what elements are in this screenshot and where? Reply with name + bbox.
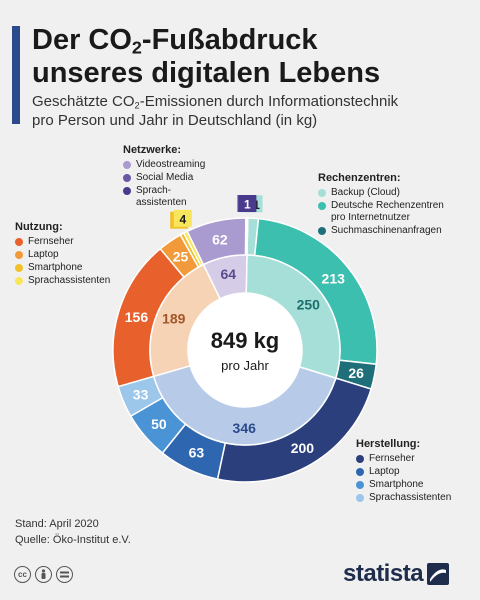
outer-slice-label: 63: [189, 445, 205, 461]
legend-label: Laptop: [369, 466, 400, 477]
inner-slice: [152, 364, 337, 446]
title-accent-bar: [12, 26, 20, 124]
legend-nutzung-title: Nutzung:: [15, 221, 63, 233]
slice-labels: 21326200635033156256211441125034618964: [125, 195, 364, 461]
legend-dot: [15, 264, 23, 272]
legend-item: Videostreaming: [123, 159, 205, 171]
small-slice-callout: [173, 209, 192, 227]
legend-rechenzentren: Rechenzentren: Backup (Cloud) Deutsche R…: [318, 172, 444, 238]
inner-slice-label: 64: [221, 266, 237, 282]
outer-slice-label: 200: [291, 440, 315, 456]
legend-item: Laptop: [15, 249, 110, 261]
footer-stand: Stand: April 2020: [15, 518, 99, 530]
legend-herstellung: Herstellung: Fernseher Laptop Smartphone…: [356, 438, 451, 505]
legend-label: Sprach-: [136, 185, 172, 196]
legend-label: Laptop: [28, 249, 59, 260]
outer-slice-label: 50: [151, 416, 167, 432]
legend-item: Smartphone: [356, 479, 451, 491]
legend-label: Deutsche Rechenzentren: [331, 200, 444, 211]
subtitle-line-1: Geschätzte CO2-Emissionen durch Informat…: [32, 93, 399, 111]
legend-dot: [123, 161, 131, 169]
legend-item: Deutsche Rechenzentren pro Internetnutze…: [318, 200, 444, 224]
outer-slice: [245, 217, 249, 256]
footer-notes: Stand: April 2020 Quelle: Öko-Institut e…: [15, 516, 131, 548]
legend-item: Sprachassistenten: [15, 275, 110, 287]
legend-item: Laptop: [356, 466, 451, 478]
legend-dot: [318, 189, 326, 197]
small-slice-callout: [238, 195, 257, 213]
legend-dot: [356, 468, 364, 476]
legend-label: Suchmaschinenanfragen: [331, 225, 442, 236]
equals-icon: [60, 571, 69, 578]
statista-logo-icon: [427, 563, 450, 585]
legend-dot: [318, 227, 326, 235]
legend-item: Smartphone: [15, 262, 110, 274]
title-line-2: unseres digitalen Lebens: [32, 57, 381, 89]
center-unit: pro Jahr: [221, 358, 269, 373]
legend-label: Fernseher: [369, 453, 415, 464]
legend-item: Sprach- assistenten: [123, 185, 205, 209]
license-icons: cc: [14, 566, 73, 583]
brand-wordmark: statista: [343, 560, 424, 587]
legend-item: Backup (Cloud): [318, 187, 444, 199]
no-derivatives-icon[interactable]: [56, 566, 73, 583]
outer-slice-label: 62: [212, 231, 228, 247]
small-slice-callout-label: 4: [179, 212, 186, 226]
legend-netzwerke: Netzwerke: Videostreaming Social Media S…: [123, 144, 205, 210]
legend-label: Smartphone: [369, 479, 424, 490]
legend-label: pro Internetnutzer: [331, 212, 410, 223]
small-slice-callout-label: 1: [244, 198, 251, 212]
outer-slice-label: 33: [133, 386, 149, 402]
inner-slice-label: 189: [162, 310, 186, 326]
legend-item: Social Media: [123, 172, 205, 184]
legend-herstellung-title: Herstellung:: [356, 438, 421, 450]
center-total: 849 kg: [211, 328, 280, 353]
legend-label-multiline: Deutsche Rechenzentren pro Internetnutze…: [331, 200, 444, 224]
footer-source: Quelle: Öko-Institut e.V.: [15, 534, 131, 546]
legend-label: Sprachassistenten: [369, 492, 452, 503]
legend-label: assistenten: [136, 197, 187, 208]
legend-label: Sprachassistenten: [28, 275, 111, 286]
outer-slice-label: 26: [348, 365, 364, 381]
legend-label-multiline: Sprach- assistenten: [136, 185, 187, 209]
chart-title: Der CO2-Fußabdruck unseres digitalen Leb…: [32, 24, 462, 90]
title-line-1: Der CO2-Fußabdruck: [32, 24, 318, 58]
legend-dot: [15, 238, 23, 246]
center-hole: [188, 293, 302, 407]
legend-item: Sprachassistenten: [356, 492, 451, 504]
legend-dot: [356, 481, 364, 489]
legend-dot: [15, 251, 23, 259]
inner-slice-label: 346: [233, 420, 257, 436]
attribution-icon[interactable]: [35, 566, 52, 583]
inner-slice-label: 250: [297, 296, 321, 312]
statista-logo[interactable]: statista: [343, 560, 450, 588]
legend-label: Smartphone: [28, 262, 83, 273]
subtitle-line-2: pro Person und Jahr in Deutschland (in k…: [32, 112, 318, 129]
legend-item: Fernseher: [356, 453, 451, 465]
legend-label: Social Media: [136, 172, 194, 183]
legend-dot: [356, 494, 364, 502]
legend-label: Fernseher: [28, 236, 74, 247]
legend-item: Suchmaschinenanfragen: [318, 225, 444, 237]
legend-dot: [123, 174, 131, 182]
legend-rechenzentren-title: Rechenzentren:: [318, 172, 401, 184]
legend-dot: [15, 277, 23, 285]
outer-slice-label: 213: [322, 271, 346, 287]
chart-subtitle: Geschätzte CO2-Emissionen durch Informat…: [32, 92, 462, 130]
outer-slice-label: 25: [173, 249, 189, 265]
outer-slice-label: 156: [125, 309, 149, 325]
legend-label: Videostreaming: [136, 159, 206, 170]
person-icon: [41, 569, 46, 579]
creative-commons-icon[interactable]: cc: [14, 566, 31, 583]
legend-dot: [123, 187, 131, 195]
legend-dot: [356, 455, 364, 463]
legend-netzwerke-title: Netzwerke:: [123, 144, 182, 156]
legend-nutzung: Nutzung: Fernseher Laptop Smartphone Spr…: [15, 221, 110, 288]
legend-item: Fernseher: [15, 236, 110, 248]
legend-label: Backup (Cloud): [331, 187, 400, 198]
legend-dot: [318, 202, 326, 210]
